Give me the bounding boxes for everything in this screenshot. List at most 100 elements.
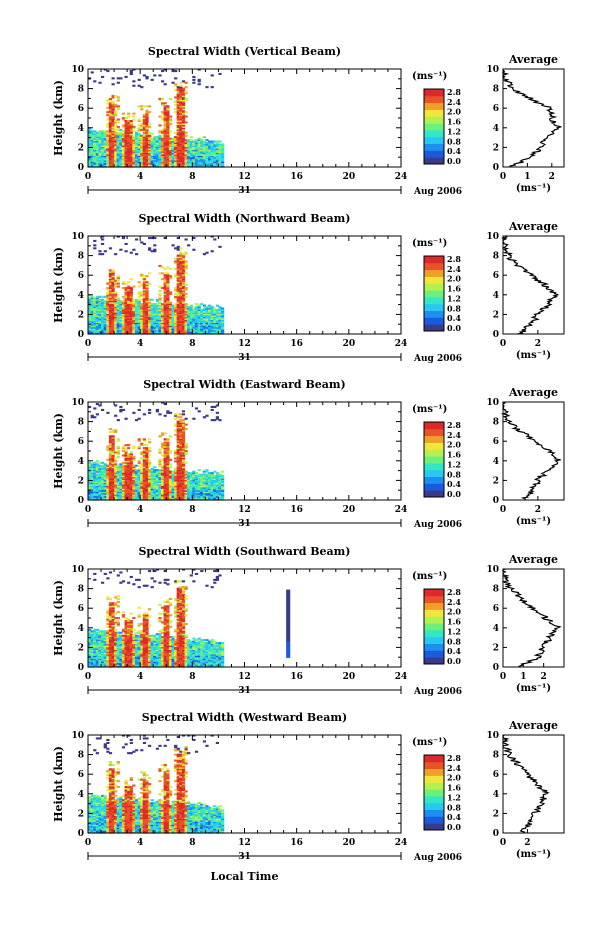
heatmap-cell bbox=[166, 323, 170, 326]
heatmap-cell bbox=[150, 156, 154, 159]
heatmap-cell bbox=[171, 314, 175, 317]
heatmap-cell bbox=[142, 485, 146, 488]
heatmap-cell bbox=[174, 457, 178, 460]
heatmap-cell bbox=[150, 319, 154, 322]
heatmap-cell bbox=[90, 476, 94, 479]
heatmap-cell bbox=[129, 464, 133, 467]
heatmap-cell bbox=[108, 156, 113, 159]
heatmap-cell bbox=[119, 158, 123, 161]
heatmap-cell bbox=[132, 411, 136, 414]
heatmap-cell bbox=[135, 134, 139, 137]
heatmap-cell bbox=[213, 159, 217, 162]
heatmap-cell bbox=[106, 497, 110, 500]
heatmap-cell bbox=[108, 136, 113, 139]
heatmap-cell bbox=[103, 311, 107, 314]
profile-ytick-label: 10 bbox=[486, 398, 499, 408]
profile-xtick-label: 1 bbox=[524, 172, 530, 182]
heatmap-cell bbox=[221, 494, 225, 497]
heatmap-cell bbox=[111, 460, 115, 463]
heatmap-cell bbox=[179, 470, 183, 473]
heatmap-cell bbox=[150, 491, 154, 494]
heatmap-cell bbox=[163, 124, 167, 127]
heatmap-cell bbox=[161, 401, 165, 404]
colorbar-swatch bbox=[424, 136, 444, 144]
heatmap-cell bbox=[215, 329, 219, 332]
profile-ytick-label: 4 bbox=[493, 124, 499, 134]
heatmap-cell bbox=[145, 467, 149, 470]
heatmap-cell bbox=[124, 250, 128, 253]
heatmap-cell bbox=[111, 122, 115, 125]
heatmap-cell bbox=[176, 316, 180, 319]
heatmap-cell bbox=[98, 153, 102, 156]
day-label: 31 bbox=[238, 353, 251, 363]
heatmap-cell bbox=[163, 145, 167, 148]
heatmap-cell bbox=[221, 314, 225, 317]
heatmap-cell bbox=[108, 477, 113, 480]
heatmap-cell bbox=[194, 159, 199, 162]
heatmap-cell bbox=[95, 466, 99, 469]
heatmap-cell bbox=[116, 131, 120, 134]
heatmap-cell bbox=[163, 441, 167, 444]
heatmap-cell bbox=[221, 331, 225, 334]
heatmap-cell bbox=[142, 316, 146, 319]
heatmap-cell bbox=[163, 134, 167, 137]
heatmap-cell bbox=[93, 152, 97, 155]
heatmap-cell bbox=[145, 301, 149, 304]
heatmap-cell bbox=[179, 251, 183, 254]
heatmap-cell bbox=[179, 475, 183, 478]
heatmap-cell bbox=[184, 152, 188, 155]
heatmap-cell bbox=[114, 145, 118, 148]
heatmap-cell bbox=[181, 489, 186, 492]
heatmap-cell bbox=[124, 329, 128, 332]
heatmap-cell bbox=[181, 284, 186, 287]
heatmap-cell bbox=[158, 134, 162, 137]
heatmap-cell bbox=[163, 301, 167, 304]
heatmap-cell bbox=[176, 328, 180, 331]
heatmap-cell bbox=[210, 317, 214, 320]
heatmap-cell bbox=[179, 99, 183, 102]
heatmap-cell bbox=[148, 473, 152, 476]
heatmap-cell bbox=[174, 257, 178, 260]
heatmap-cell bbox=[142, 488, 146, 491]
heatmap-cell bbox=[174, 103, 178, 106]
heatmap-cell bbox=[95, 142, 99, 145]
heatmap-cell bbox=[174, 480, 178, 483]
heatmap-cell bbox=[145, 447, 149, 450]
heatmap-cell bbox=[93, 80, 97, 83]
heatmap-cell bbox=[142, 328, 146, 331]
heatmap-cell bbox=[215, 316, 219, 319]
heatmap-cell bbox=[166, 158, 170, 161]
heatmap-cell bbox=[90, 161, 94, 164]
heatmap-cell bbox=[161, 140, 165, 143]
heatmap-cell bbox=[210, 162, 214, 165]
heatmap-cell bbox=[106, 445, 110, 448]
heatmap-cell bbox=[176, 425, 180, 428]
heatmap-cell bbox=[111, 112, 115, 115]
heatmap-cell bbox=[116, 303, 120, 306]
heatmap-cell bbox=[106, 317, 110, 320]
heatmap-cell bbox=[215, 485, 219, 488]
heatmap-cell bbox=[174, 140, 178, 143]
heatmap-cell bbox=[129, 311, 133, 314]
heatmap-cell bbox=[163, 106, 167, 109]
heatmap-cell bbox=[155, 488, 159, 491]
heatmap-cell bbox=[176, 155, 180, 158]
heatmap-cell bbox=[129, 127, 133, 130]
heatmap-cell bbox=[129, 470, 133, 473]
heatmap-cell bbox=[181, 453, 186, 456]
heatmap-cell bbox=[145, 285, 149, 288]
heatmap-cell bbox=[187, 159, 191, 162]
heatmap-cell bbox=[95, 463, 99, 466]
heatmap-cell bbox=[166, 124, 170, 127]
heatmap-cell bbox=[197, 68, 201, 71]
heatmap-cell bbox=[116, 310, 120, 313]
heatmap-cell bbox=[129, 289, 133, 292]
heatmap-cell bbox=[181, 276, 186, 279]
heatmap-cell bbox=[221, 329, 225, 332]
heatmap-cell bbox=[176, 442, 180, 445]
heatmap-cell bbox=[101, 491, 105, 494]
heatmap-cell bbox=[103, 303, 107, 306]
heatmap-cell bbox=[135, 131, 139, 134]
heatmap-cell bbox=[132, 495, 136, 498]
heatmap-cell bbox=[95, 497, 99, 500]
